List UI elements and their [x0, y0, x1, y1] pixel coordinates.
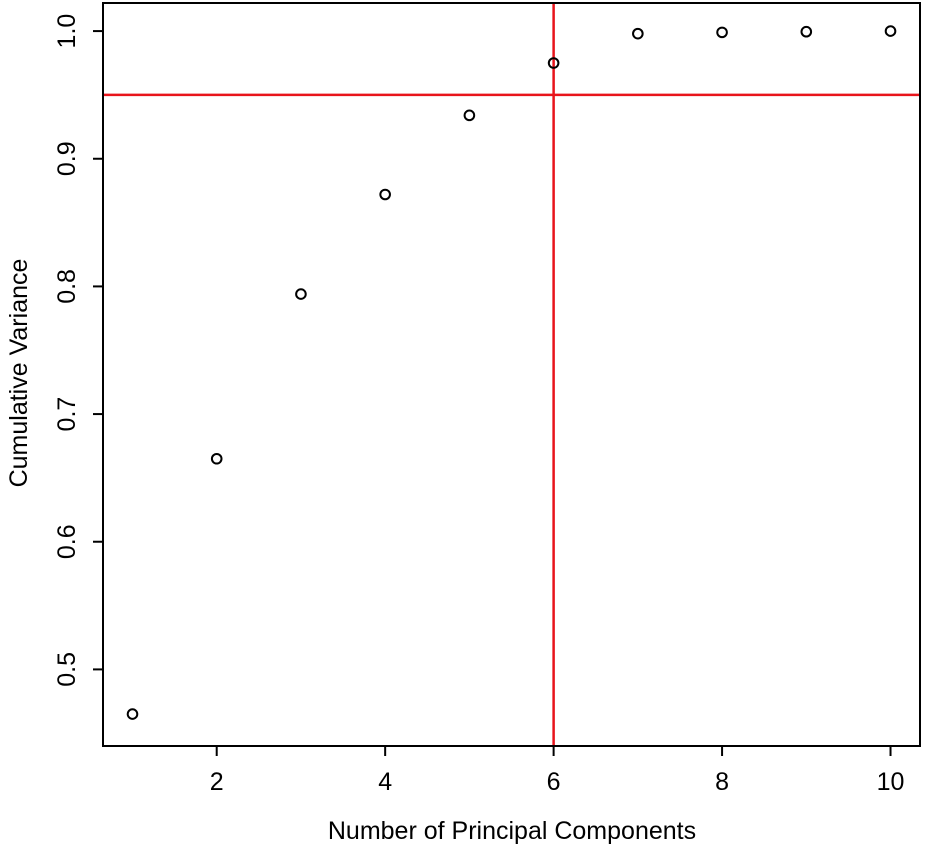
y-tick-label: 0.5	[53, 652, 81, 687]
x-tick-label: 4	[378, 768, 392, 796]
x-tick-label: 6	[547, 768, 561, 796]
data-point	[210, 452, 223, 465]
data-point	[800, 25, 813, 38]
reference-lines	[103, 3, 920, 746]
y-axis-title: Cumulative Variance	[5, 259, 33, 488]
data-point	[716, 26, 728, 39]
x-tick-label: 8	[715, 768, 729, 796]
x-tick-label: 2	[210, 768, 224, 796]
plot-frame	[102, 2, 921, 747]
y-axis: 0.5 0.6 0.7 0.8 0.9 1.0	[53, 14, 103, 687]
y-tick-label: 1.0	[53, 14, 81, 49]
y-tick-label: 0.7	[53, 397, 81, 432]
data-point	[632, 27, 644, 40]
x-axis: 2 4 6 8 10	[210, 746, 905, 796]
y-tick-label: 0.9	[53, 141, 81, 176]
data-point	[547, 57, 560, 69]
data-point	[884, 25, 897, 37]
data-point	[463, 109, 476, 122]
y-tick-label: 0.8	[53, 269, 81, 304]
x-axis-title: Number of Principal Components	[328, 817, 696, 845]
data-point	[379, 188, 391, 201]
data-point	[126, 708, 139, 720]
data-point	[295, 288, 307, 300]
data-points	[126, 25, 897, 720]
x-tick-label: 10	[877, 768, 905, 796]
y-tick-label: 0.6	[53, 524, 81, 559]
